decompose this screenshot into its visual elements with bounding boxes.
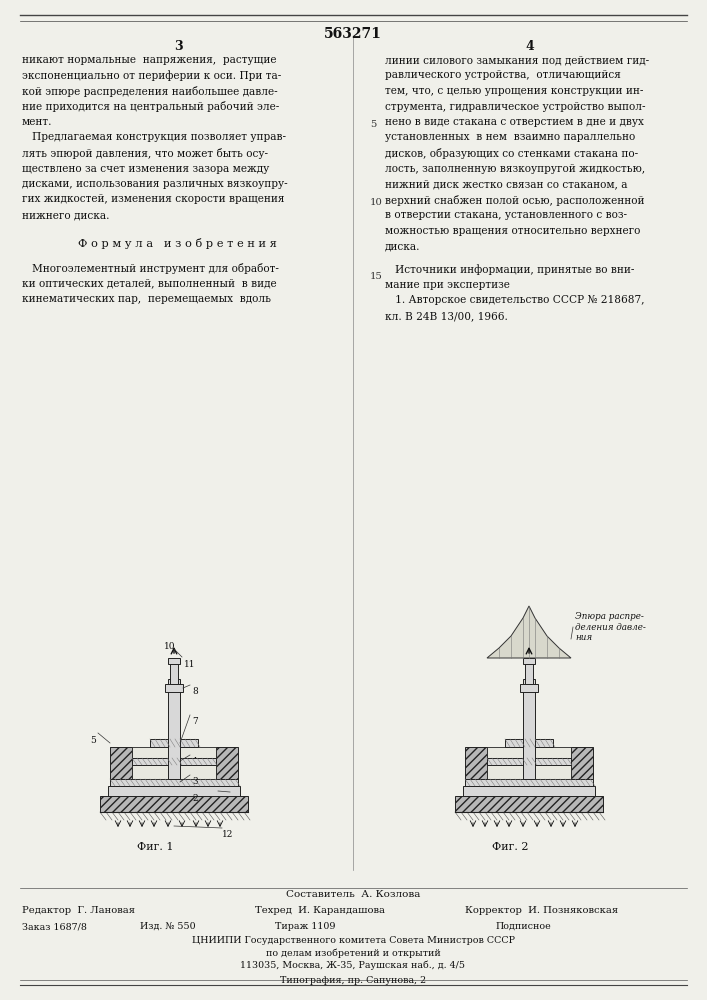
Text: 1. Авторское свидетельство СССР № 218687,: 1. Авторское свидетельство СССР № 218687… [385, 295, 645, 305]
Text: 7: 7 [192, 717, 198, 726]
Text: Заказ 1687/8: Заказ 1687/8 [22, 922, 87, 931]
Text: тем, что, с целью упрощения конструкции ин-: тем, что, с целью упрощения конструкции … [385, 86, 643, 96]
Bar [168, 658, 180, 664]
Bar [216, 747, 238, 779]
Text: ществлено за счет изменения зазора между: ществлено за счет изменения зазора между [22, 163, 269, 174]
Text: в отверстии стакана, установленного с воз-: в отверстии стакана, установленного с во… [385, 210, 627, 220]
Text: Многоэлементный инструмент для обработ-: Многоэлементный инструмент для обработ- [22, 263, 279, 274]
Text: нено в виде стакана с отверстием в дне и двух: нено в виде стакана с отверстием в дне и… [385, 117, 644, 127]
Text: струмента, гидравлическое устройство выпол-: струмента, гидравлическое устройство вып… [385, 102, 645, 111]
Text: 15: 15 [370, 272, 383, 281]
Text: верхний снабжен полой осью, расположенной: верхний снабжен полой осью, расположенно… [385, 194, 645, 206]
Text: 2: 2 [192, 794, 198, 803]
Bar [150, 739, 198, 747]
Text: Подписное: Подписное [495, 922, 551, 931]
Bar [465, 747, 487, 779]
Text: мание при экспертизе: мание при экспертизе [385, 280, 510, 290]
Text: лость, заполненную вязкоупругой жидкостью,: лость, заполненную вязкоупругой жидкость… [385, 163, 645, 174]
Bar [523, 658, 535, 664]
Text: 4: 4 [192, 757, 198, 766]
Text: дисками, использования различных вязкоупру-: дисками, использования различных вязкоуп… [22, 179, 288, 189]
Bar [487, 758, 571, 765]
Bar [132, 758, 216, 765]
Text: 11: 11 [184, 660, 196, 669]
Text: 8: 8 [192, 687, 198, 696]
Text: ние приходится на центральный рабочий эле-: ние приходится на центральный рабочий эл… [22, 102, 279, 112]
Bar [463, 786, 595, 796]
Text: никают нормальные  напряжения,  растущие: никают нормальные напряжения, растущие [22, 55, 276, 65]
Text: Источники информации, принятые во вни-: Источники информации, принятые во вни- [385, 264, 634, 275]
Text: Редактор  Г. Лановая: Редактор Г. Лановая [22, 906, 135, 915]
Text: Эпюра распре-
деления давле-
ния: Эпюра распре- деления давле- ния [575, 612, 646, 642]
Text: 12: 12 [222, 830, 233, 839]
Text: Ф о р м у л а   и з о б р е т е н и я: Ф о р м у л а и з о б р е т е н и я [78, 238, 277, 249]
Bar [505, 739, 553, 747]
Text: Предлагаемая конструкция позволяет управ-: Предлагаемая конструкция позволяет управ… [22, 132, 286, 142]
Bar [571, 747, 593, 779]
Text: Фиг. 1: Фиг. 1 [136, 842, 173, 852]
Bar [132, 747, 216, 779]
Polygon shape [487, 606, 571, 658]
Text: дисков, образующих со стенками стакана по-: дисков, образующих со стенками стакана п… [385, 148, 638, 159]
Bar [487, 747, 571, 779]
Bar [523, 679, 535, 779]
Text: нижний диск жестко связан со стаканом, а: нижний диск жестко связан со стаканом, а [385, 179, 628, 189]
Text: установленных  в нем  взаимно параллельно: установленных в нем взаимно параллельно [385, 132, 636, 142]
Bar [525, 664, 533, 684]
Text: гих жидкостей, изменения скорости вращения: гих жидкостей, изменения скорости вращен… [22, 194, 284, 205]
Text: 113035, Москва, Ж-35, Раушская наб., д. 4/5: 113035, Москва, Ж-35, Раушская наб., д. … [240, 960, 465, 970]
Text: 10: 10 [370, 198, 383, 207]
Bar [455, 796, 603, 812]
Text: можностью вращения относительно верхнего: можностью вращения относительно верхнего [385, 226, 641, 235]
Text: нижнего диска.: нижнего диска. [22, 210, 110, 220]
Bar [465, 779, 593, 786]
Text: 5: 5 [370, 120, 376, 129]
Text: кой эпюре распределения наибольшее давле-: кой эпюре распределения наибольшее давле… [22, 86, 278, 97]
Text: 5: 5 [90, 736, 96, 745]
Text: линии силового замыкания под действием гид-: линии силового замыкания под действием г… [385, 55, 649, 65]
Text: 4: 4 [525, 40, 534, 53]
Text: равлического устройства,  отличающийся: равлического устройства, отличающийся [385, 70, 621, 81]
Text: мент.: мент. [22, 117, 52, 127]
Text: Составитель  А. Козлова: Составитель А. Козлова [286, 890, 420, 899]
Text: по делам изобретений и открытий: по делам изобретений и открытий [266, 948, 440, 958]
Text: ЦНИИПИ Государственного комитета Совета Министров СССР: ЦНИИПИ Государственного комитета Совета … [192, 936, 515, 945]
Bar [168, 679, 180, 779]
Bar [520, 684, 538, 692]
Text: Корректор  И. Позняковская: Корректор И. Позняковская [465, 906, 618, 915]
Bar [110, 779, 238, 786]
Bar [110, 747, 132, 779]
Text: кл. В 24В 13/00, 1966.: кл. В 24В 13/00, 1966. [385, 311, 508, 321]
Text: 3: 3 [174, 40, 182, 53]
Text: 10: 10 [164, 642, 175, 651]
Text: ки оптических деталей, выполненный  в виде: ки оптических деталей, выполненный в вид… [22, 278, 276, 288]
Text: Фиг. 2: Фиг. 2 [492, 842, 528, 852]
Text: 3: 3 [192, 777, 198, 786]
Text: 563271: 563271 [324, 27, 382, 41]
Text: лять эпюрой давления, что может быть осу-: лять эпюрой давления, что может быть осу… [22, 148, 268, 159]
Text: Изд. № 550: Изд. № 550 [140, 922, 196, 931]
Text: кинематических пар,  перемещаемых  вдоль: кинематических пар, перемещаемых вдоль [22, 294, 271, 304]
Bar [170, 664, 178, 684]
Text: Техред  И. Карандашова: Техред И. Карандашова [255, 906, 385, 915]
Bar [100, 796, 248, 812]
Text: Тираж 1109: Тираж 1109 [275, 922, 336, 931]
Text: диска.: диска. [385, 241, 421, 251]
Bar [108, 786, 240, 796]
Text: экспоненциально от периферии к оси. При та-: экспоненциально от периферии к оси. При … [22, 70, 281, 81]
Text: Типография, пр. Сапунова, 2: Типография, пр. Сапунова, 2 [280, 976, 426, 985]
Bar [165, 684, 183, 692]
